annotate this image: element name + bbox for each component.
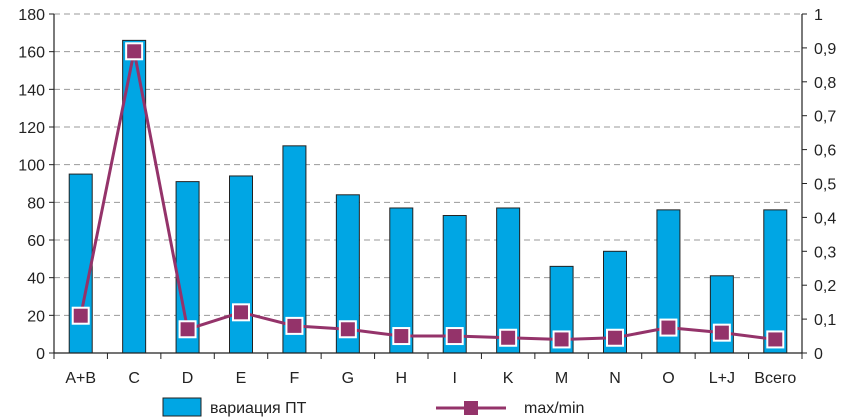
y2-tick-label: 0,9 [814, 41, 836, 58]
legend-swatch-bar [162, 397, 202, 417]
line-marker [338, 320, 357, 339]
x-tick-label: I [452, 370, 456, 387]
x-tick-label: H [396, 370, 408, 387]
bar-series [68, 39, 788, 354]
line-marker [659, 318, 678, 337]
x-tick-label: O [662, 370, 674, 387]
line-marker [285, 316, 304, 335]
line-series [71, 42, 785, 349]
line-marker [499, 328, 518, 347]
line-marker [232, 303, 250, 322]
line-marker [445, 327, 464, 346]
y2-tick-label: 0,3 [814, 244, 836, 261]
line-marker [392, 327, 411, 346]
y-tick-label: 60 [27, 233, 45, 250]
y2-tick-label: 0,2 [814, 278, 836, 295]
line-marker [712, 323, 731, 342]
bar [68, 173, 93, 354]
bar [229, 175, 253, 354]
line-marker [552, 330, 571, 349]
y-tick-label: 40 [27, 271, 45, 288]
line-marker [71, 306, 90, 325]
y2-tick-label: 0,5 [814, 177, 836, 194]
x-tick-label: N [609, 370, 621, 387]
y-tick-label: 80 [27, 195, 45, 212]
legend: вариация ПТ max/min [162, 397, 584, 417]
y2-tick-label: 0,8 [814, 75, 836, 92]
y2-tick-label: 0,6 [814, 143, 836, 160]
y-tick-label: 100 [18, 158, 45, 175]
x-axis-ticks: A+B C D E F G H I K M N O L+J Всего [65, 370, 796, 387]
y-tick-label: 140 [18, 82, 45, 99]
axes [53, 14, 803, 359]
y2-tick-label: 1 [814, 7, 823, 24]
legend-label-bar: вариация ПТ [210, 400, 307, 417]
y-tick-label: 120 [18, 120, 45, 137]
y-tick-label: 160 [18, 45, 45, 62]
x-tick-label: L+J [709, 370, 735, 387]
y2-tick-label: 0,4 [814, 210, 836, 227]
x-tick-label: F [290, 370, 300, 387]
gridlines [54, 13, 802, 316]
y2-tick-label: 0,7 [814, 109, 836, 126]
line-marker [766, 330, 785, 349]
x-tick-label: M [555, 370, 568, 387]
x-tick-label: E [236, 370, 247, 387]
y-tick-label: 180 [18, 7, 45, 24]
line-marker [606, 328, 624, 347]
x-tick-label: D [182, 370, 194, 387]
y2-tick-label: 0,1 [814, 312, 836, 329]
line-marker [178, 320, 197, 339]
x-tick-label: C [128, 370, 140, 387]
x-tick-label: Всего [754, 370, 796, 387]
legend-label-line: max/min [524, 400, 584, 417]
x-tick-label: G [342, 370, 354, 387]
y-tick-label: 0 [36, 346, 45, 363]
y2-tick-label: 0 [814, 346, 823, 363]
y-tick-label: 20 [27, 308, 45, 325]
left-axis-ticks: 0 20 40 60 80 100 120 140 160 180 [18, 7, 54, 363]
legend-marker [464, 401, 478, 415]
right-axis-ticks: 0 0,1 0,2 0,3 0,4 0,5 0,6 0,7 0,8 0,9 1 [802, 7, 836, 363]
x-tick-label: K [503, 370, 514, 387]
line-marker [125, 42, 144, 61]
x-tick-label: A+B [65, 370, 96, 387]
